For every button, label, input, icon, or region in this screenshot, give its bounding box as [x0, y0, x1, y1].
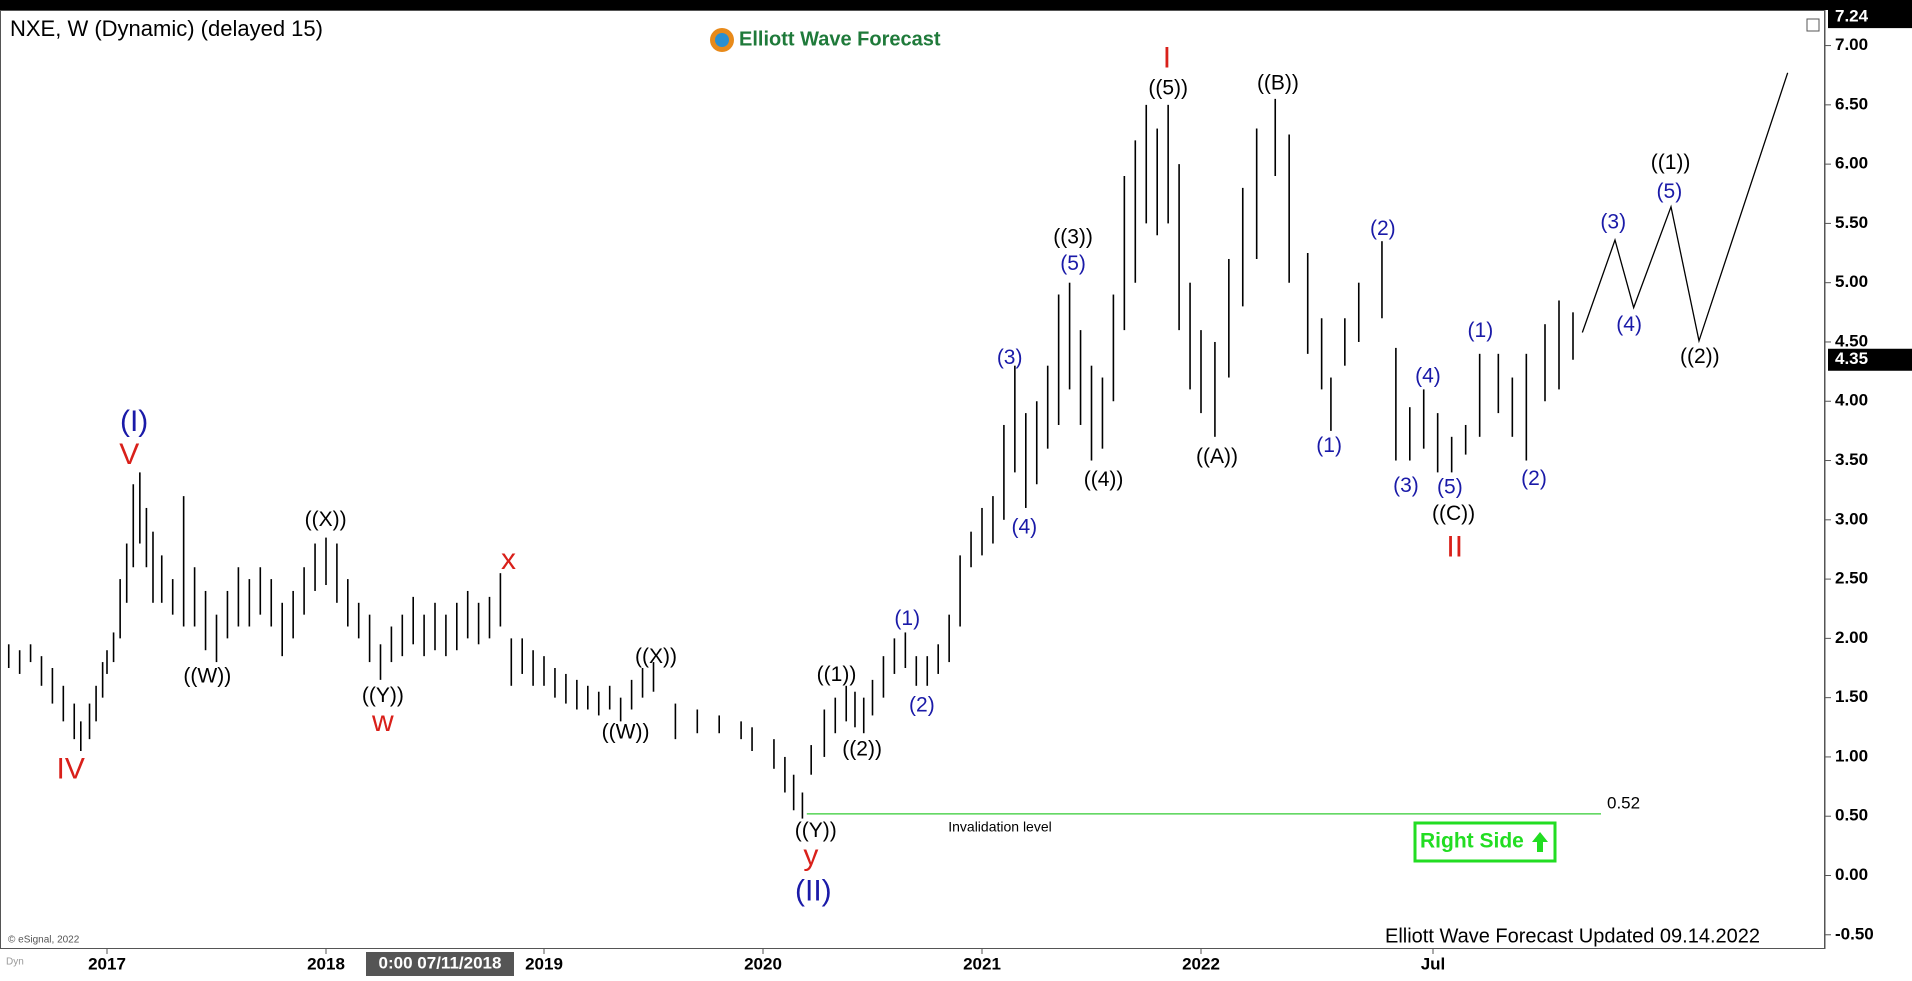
wave-label: (1)	[894, 607, 920, 630]
wave-label: ((3))	[1053, 225, 1093, 248]
wave-label: ((C))	[1432, 502, 1475, 525]
badge-text: Right Side	[1420, 830, 1524, 853]
wave-label: w	[371, 705, 394, 738]
y-tick-label: 4.50	[1835, 331, 1868, 350]
wave-label: ((5))	[1148, 77, 1188, 100]
x-tick-label: 2022	[1182, 954, 1220, 973]
wave-label: (5)	[1657, 180, 1683, 203]
wave-label: ((W))	[183, 664, 231, 687]
y-tick-label: 6.00	[1835, 154, 1868, 173]
wave-label: (5)	[1060, 252, 1086, 275]
chart-title: NXE, W (Dynamic) (delayed 15)	[10, 16, 323, 41]
wave-label: ((X))	[635, 645, 677, 668]
projection-line	[1581, 72, 1789, 344]
invalidation-label: Invalidation level	[948, 819, 1052, 835]
wave-label: (4)	[1616, 313, 1642, 336]
wave-label: ((A))	[1196, 445, 1238, 468]
cursor-box	[366, 952, 514, 976]
window-icon[interactable]	[1806, 18, 1820, 32]
wave-label: (I)	[120, 405, 148, 438]
wave-label: (2)	[909, 694, 935, 717]
badge-arrow	[1532, 832, 1548, 852]
wave-label: (3)	[1600, 211, 1626, 234]
y-tick-label: 3.00	[1835, 509, 1868, 528]
y-tick-label: 1.50	[1835, 687, 1868, 706]
y-tick-label: 7.00	[1835, 35, 1868, 54]
footer: Elliott Wave Forecast Updated 09.14.2022	[1385, 925, 1760, 947]
wave-label: x	[501, 543, 516, 576]
x-tick-label: 2020	[744, 954, 782, 973]
wave-label: ((2))	[842, 737, 882, 760]
badge: Right Side	[1413, 821, 1557, 863]
wave-label: V	[119, 438, 139, 471]
wave-label: (4)	[1011, 516, 1037, 539]
y-tick-label: 6.50	[1835, 94, 1868, 113]
price-label-box	[1828, 6, 1912, 29]
price-label-box	[1828, 348, 1912, 371]
wave-label: ((Y))	[362, 684, 404, 707]
x-tick-label: 2018	[307, 954, 345, 973]
wave-label: ((1))	[1651, 151, 1691, 174]
y-tick-label: 2.50	[1835, 569, 1868, 588]
x-tick-label: 2019	[525, 954, 563, 973]
wave-label: (3)	[997, 346, 1023, 369]
logo-icon-inner	[715, 33, 729, 47]
badge-frame	[1413, 821, 1557, 863]
cursor-label: 0:00 07/11/2018	[379, 953, 502, 972]
wave-label: II	[1446, 531, 1463, 564]
wave-label: IV	[57, 753, 85, 786]
price-bars	[7, 98, 1574, 819]
wave-label: ((X))	[305, 508, 347, 531]
top-border	[0, 0, 1912, 10]
invalidation-value: 0.52	[1607, 793, 1640, 812]
wave-label: (1)	[1468, 319, 1494, 342]
logo-text: Elliott Wave Forecast	[739, 28, 941, 50]
price-label: 7.24	[1835, 7, 1869, 26]
wave-label: (5)	[1437, 475, 1463, 498]
x-tick-label: Jul	[1421, 954, 1446, 973]
wave-label: y	[803, 839, 818, 872]
wave-label: (3)	[1393, 474, 1419, 497]
plot-frame	[0, 10, 1825, 949]
wave-label: ((1))	[817, 663, 857, 686]
y-tick-label: 0.00	[1835, 865, 1868, 884]
wave-label: ((B))	[1257, 72, 1299, 95]
corner-label: Dyn	[6, 957, 24, 968]
wave-label: ((W))	[602, 720, 650, 743]
y-tick-label: 3.50	[1835, 450, 1868, 469]
logo: Elliott Wave Forecast	[710, 28, 941, 52]
copyright: © eSignal, 2022	[8, 935, 80, 946]
wave-label: (1)	[1316, 434, 1342, 457]
wave-label: ((Y))	[795, 819, 837, 842]
wave-label: (4)	[1415, 364, 1441, 387]
y-tick-label: 2.00	[1835, 628, 1868, 647]
wave-label: (II)	[795, 875, 832, 908]
x-tick-label: 2017	[88, 954, 126, 973]
y-tick-label: 0.50	[1835, 806, 1868, 825]
y-tick-label: 5.00	[1835, 272, 1868, 291]
price-label: 4.35	[1835, 349, 1868, 368]
y-tick-label: 1.00	[1835, 746, 1868, 765]
wave-label: I	[1163, 42, 1171, 75]
wave-label: ((2))	[1680, 345, 1720, 368]
wave-label: (2)	[1370, 217, 1396, 240]
y-tick-label: 4.00	[1835, 391, 1868, 410]
y-tick-label: -0.50	[1835, 924, 1874, 943]
x-tick-label: 2021	[963, 954, 1001, 973]
wave-label: (2)	[1521, 467, 1547, 490]
wave-label: ((4))	[1084, 468, 1124, 491]
y-tick-label: 5.50	[1835, 213, 1868, 232]
